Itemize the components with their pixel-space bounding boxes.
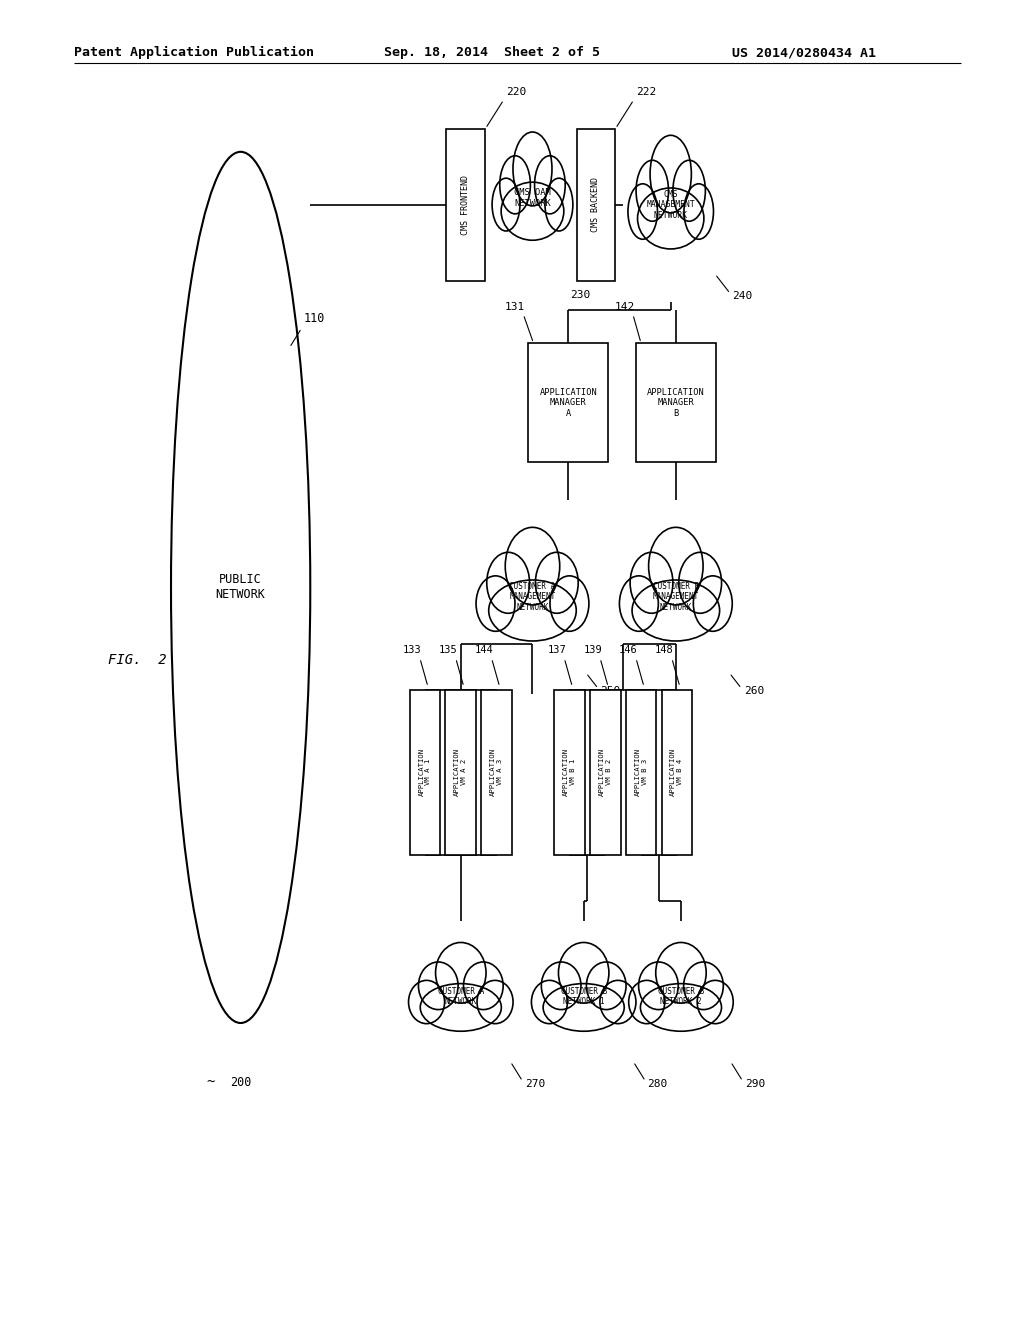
Text: CUSTOMER B
NETWORK 2: CUSTOMER B NETWORK 2 xyxy=(657,987,705,1006)
Ellipse shape xyxy=(477,981,513,1024)
Text: 250: 250 xyxy=(600,686,621,696)
Ellipse shape xyxy=(629,981,665,1024)
FancyBboxPatch shape xyxy=(577,129,615,281)
Ellipse shape xyxy=(419,962,458,1010)
FancyBboxPatch shape xyxy=(554,689,585,855)
Ellipse shape xyxy=(620,576,658,631)
FancyBboxPatch shape xyxy=(662,689,692,855)
Text: 139: 139 xyxy=(584,645,602,656)
Text: CMS BACKEND: CMS BACKEND xyxy=(592,177,600,232)
FancyBboxPatch shape xyxy=(626,689,656,855)
Ellipse shape xyxy=(550,576,589,631)
Text: CUSTOMER A
MANAGEMENT
NETWORK: CUSTOMER A MANAGEMENT NETWORK xyxy=(509,582,556,611)
Text: 146: 146 xyxy=(620,645,638,656)
Ellipse shape xyxy=(628,183,657,239)
Ellipse shape xyxy=(435,942,486,1003)
Text: 220: 220 xyxy=(506,87,526,98)
Text: ~: ~ xyxy=(207,1076,215,1089)
Ellipse shape xyxy=(684,962,723,1010)
Ellipse shape xyxy=(600,981,636,1024)
FancyBboxPatch shape xyxy=(590,689,621,855)
Text: PUBLIC
NETWORK: PUBLIC NETWORK xyxy=(216,573,265,602)
FancyBboxPatch shape xyxy=(410,689,440,855)
FancyBboxPatch shape xyxy=(445,689,476,855)
Ellipse shape xyxy=(476,576,515,631)
Text: 144: 144 xyxy=(475,645,494,656)
Ellipse shape xyxy=(488,579,577,642)
Text: APPLICATION
VM A 2: APPLICATION VM A 2 xyxy=(455,748,467,796)
Ellipse shape xyxy=(542,962,581,1010)
Ellipse shape xyxy=(639,962,678,1010)
Text: 200: 200 xyxy=(230,1076,252,1089)
Text: 260: 260 xyxy=(743,686,764,696)
Text: 230: 230 xyxy=(570,289,591,300)
Ellipse shape xyxy=(673,160,706,222)
Ellipse shape xyxy=(486,552,529,614)
Text: 142: 142 xyxy=(614,301,635,312)
FancyBboxPatch shape xyxy=(636,343,716,462)
Text: APPLICATION
VM B 4: APPLICATION VM B 4 xyxy=(671,748,683,796)
Ellipse shape xyxy=(558,942,609,1003)
Ellipse shape xyxy=(535,156,565,214)
Text: 135: 135 xyxy=(439,645,458,656)
Ellipse shape xyxy=(684,183,714,239)
Text: APPLICATION
VM B 1: APPLICATION VM B 1 xyxy=(563,748,575,796)
Ellipse shape xyxy=(640,983,722,1031)
Text: 290: 290 xyxy=(744,1078,765,1089)
Text: 137: 137 xyxy=(548,645,566,656)
Text: FIG.  2: FIG. 2 xyxy=(108,653,166,667)
Ellipse shape xyxy=(638,187,703,249)
Text: APPLICATION
MANAGER
A: APPLICATION MANAGER A xyxy=(540,388,597,417)
Ellipse shape xyxy=(543,983,625,1031)
Ellipse shape xyxy=(636,160,669,222)
Ellipse shape xyxy=(501,182,564,240)
FancyBboxPatch shape xyxy=(481,689,512,855)
Ellipse shape xyxy=(493,178,520,231)
Text: 222: 222 xyxy=(636,87,656,98)
Ellipse shape xyxy=(545,178,572,231)
FancyBboxPatch shape xyxy=(528,343,608,462)
Ellipse shape xyxy=(587,962,626,1010)
Text: APPLICATION
VM B 3: APPLICATION VM B 3 xyxy=(635,748,647,796)
Text: APPLICATION
VM A 1: APPLICATION VM A 1 xyxy=(419,748,431,796)
Text: 240: 240 xyxy=(732,290,753,301)
Text: 131: 131 xyxy=(505,301,525,312)
Text: Sep. 18, 2014  Sheet 2 of 5: Sep. 18, 2014 Sheet 2 of 5 xyxy=(384,46,600,59)
Text: CMS
MANAGEMENT
NETWORK: CMS MANAGEMENT NETWORK xyxy=(646,190,695,219)
Text: CUSTOMER B
MANAGEMENT
NETWORK: CUSTOMER B MANAGEMENT NETWORK xyxy=(652,582,699,611)
Text: 133: 133 xyxy=(403,645,422,656)
Ellipse shape xyxy=(697,981,733,1024)
Ellipse shape xyxy=(171,152,310,1023)
Text: APPLICATION
MANAGER
B: APPLICATION MANAGER B xyxy=(647,388,705,417)
Ellipse shape xyxy=(464,962,503,1010)
Ellipse shape xyxy=(650,135,691,213)
Ellipse shape xyxy=(500,156,530,214)
Text: Patent Application Publication: Patent Application Publication xyxy=(74,46,313,59)
Ellipse shape xyxy=(648,527,703,605)
Text: US 2014/0280434 A1: US 2014/0280434 A1 xyxy=(732,46,877,59)
Text: APPLICATION
VM A 3: APPLICATION VM A 3 xyxy=(490,748,503,796)
Ellipse shape xyxy=(513,132,552,206)
Ellipse shape xyxy=(693,576,732,631)
Ellipse shape xyxy=(409,981,444,1024)
Ellipse shape xyxy=(420,983,502,1031)
Ellipse shape xyxy=(679,552,722,614)
Text: 270: 270 xyxy=(524,1078,545,1089)
Text: CMS OAM
NETWORK: CMS OAM NETWORK xyxy=(514,189,551,207)
Ellipse shape xyxy=(632,579,720,642)
Ellipse shape xyxy=(536,552,579,614)
FancyBboxPatch shape xyxy=(446,129,485,281)
Text: APPLICATION
VM B 2: APPLICATION VM B 2 xyxy=(599,748,611,796)
Text: CMS FRONTEND: CMS FRONTEND xyxy=(462,174,470,235)
Ellipse shape xyxy=(655,942,707,1003)
Ellipse shape xyxy=(630,552,673,614)
Text: 148: 148 xyxy=(655,645,674,656)
Ellipse shape xyxy=(531,981,567,1024)
Text: 280: 280 xyxy=(647,1078,668,1089)
Text: CUSTOMER A
NETWORK: CUSTOMER A NETWORK xyxy=(437,987,484,1006)
Text: 110: 110 xyxy=(304,313,325,325)
Ellipse shape xyxy=(505,527,560,605)
Text: CUSTOMER B
NETWORK 1: CUSTOMER B NETWORK 1 xyxy=(560,987,607,1006)
